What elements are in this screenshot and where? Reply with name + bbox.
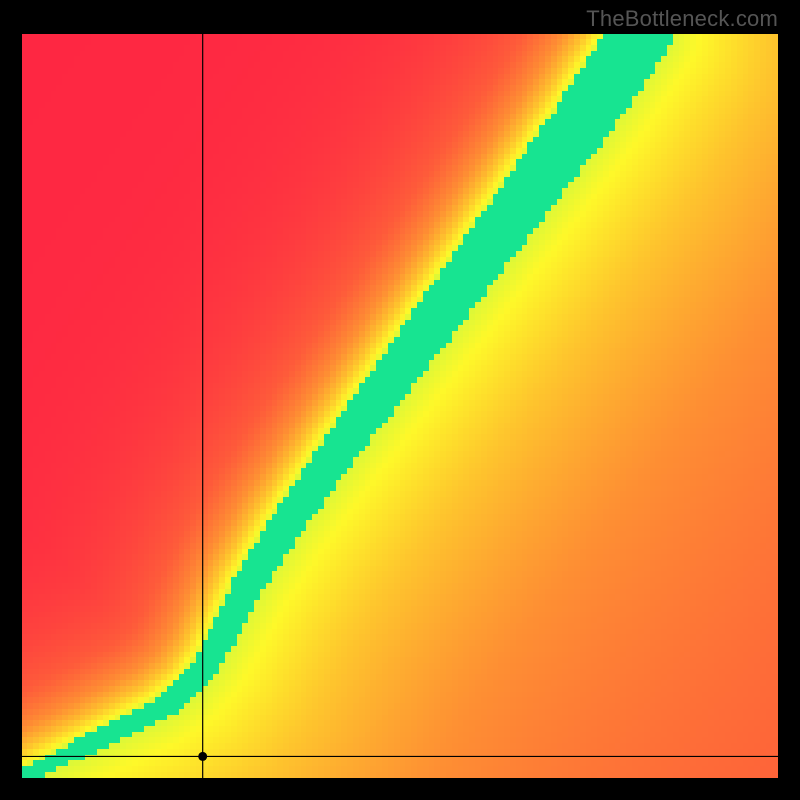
watermark-text: TheBottleneck.com xyxy=(586,6,778,32)
heatmap-plot xyxy=(22,34,778,778)
heatmap-canvas xyxy=(22,34,778,778)
